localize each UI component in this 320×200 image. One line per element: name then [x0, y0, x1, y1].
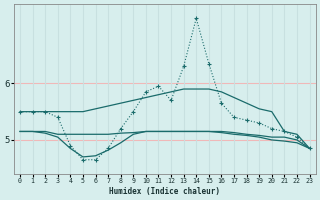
X-axis label: Humidex (Indice chaleur): Humidex (Indice chaleur)	[109, 187, 220, 196]
